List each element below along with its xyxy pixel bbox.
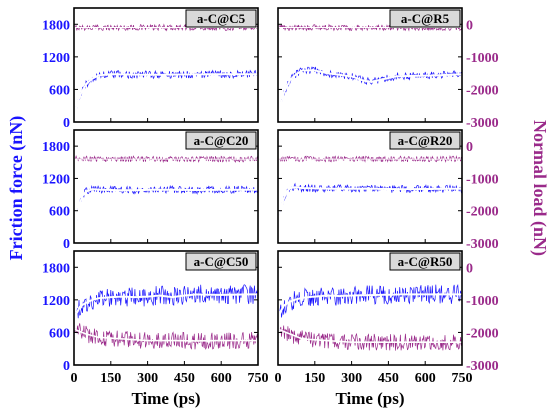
friction-force-series bbox=[278, 283, 462, 322]
right-tick-label: -1000 bbox=[466, 294, 499, 309]
x-tick-label: 600 bbox=[415, 371, 436, 386]
y-axis-label-left: Friction force (nN) bbox=[6, 116, 27, 261]
panel: a-C@R20 bbox=[277, 129, 463, 244]
tick-labels-group: 0 600 1200 1800 0 -1000 -2000 -3000 0 600 1200 1800… bbox=[42, 18, 499, 386]
x-tick-label: 150 bbox=[304, 371, 325, 386]
panel-frame bbox=[277, 250, 463, 366]
left-tick-label: 1200 bbox=[42, 294, 70, 309]
left-tick-label: 600 bbox=[49, 326, 70, 341]
friction-force-mean-line bbox=[278, 69, 462, 122]
plot-area bbox=[74, 284, 258, 350]
right-tick-label: -3000 bbox=[466, 116, 499, 131]
x-tick-label: 600 bbox=[211, 371, 232, 386]
left-tick-label: 0 bbox=[63, 116, 70, 131]
friction-force-mean-line bbox=[74, 188, 258, 243]
panel: a-C@C5 bbox=[73, 7, 259, 123]
friction-force-mean-line bbox=[74, 293, 258, 325]
panel-label-box bbox=[389, 9, 461, 28]
x-tick-label: 450 bbox=[174, 371, 195, 386]
panel-label: a-C@C50 bbox=[194, 254, 249, 269]
left-tick-label: 600 bbox=[49, 83, 70, 98]
panel-label: a-C@C20 bbox=[194, 133, 249, 148]
x-tick-label: 750 bbox=[248, 371, 269, 386]
left-tick-label: 0 bbox=[63, 359, 70, 374]
right-tick-label: -1000 bbox=[466, 172, 499, 187]
panel-label: a-C@R50 bbox=[398, 254, 453, 269]
panel: a-C@R5 bbox=[277, 7, 463, 123]
left-tick-label: 1800 bbox=[42, 18, 70, 33]
normal-load-series bbox=[74, 23, 258, 32]
plot-area bbox=[278, 23, 462, 122]
right-tick-label: -2000 bbox=[466, 83, 499, 98]
panel: a-C@R50 bbox=[277, 250, 463, 366]
right-tick-label: 0 bbox=[466, 140, 473, 155]
left-tick-label: 1200 bbox=[42, 172, 70, 187]
x-tick-label: 300 bbox=[137, 371, 158, 386]
right-tick-label: -3000 bbox=[466, 359, 499, 374]
left-tick-label: 1800 bbox=[42, 140, 70, 155]
right-tick-label: 0 bbox=[466, 261, 473, 276]
left-tick-label: 0 bbox=[63, 237, 70, 252]
normal-load-mean-line bbox=[278, 328, 462, 344]
panel-label-box bbox=[389, 252, 461, 271]
panel-label: a-C@R5 bbox=[401, 11, 450, 26]
right-tick-label: -2000 bbox=[466, 205, 499, 220]
plot-area bbox=[278, 155, 462, 243]
plot-area bbox=[278, 283, 462, 351]
panel-frame bbox=[73, 129, 259, 244]
x-tick-label: 150 bbox=[100, 371, 121, 386]
left-tick-label: 1800 bbox=[42, 261, 70, 276]
normal-load-series bbox=[278, 325, 462, 351]
friction-force-series bbox=[74, 284, 258, 325]
x-tick-label: 750 bbox=[452, 371, 473, 386]
x-tick-label: 0 bbox=[71, 371, 78, 386]
plot-area bbox=[74, 155, 258, 243]
friction-force-series bbox=[74, 184, 258, 243]
panel-label-box bbox=[389, 131, 461, 150]
x-axis-label-left: Time (ps) bbox=[131, 389, 200, 408]
normal-load-series bbox=[74, 323, 258, 350]
x-tick-label: 300 bbox=[341, 371, 362, 386]
left-tick-label: 600 bbox=[49, 205, 70, 220]
right-tick-label: 0 bbox=[466, 18, 473, 33]
panel-label: a-C@C5 bbox=[197, 11, 246, 26]
friction-force-mean-line bbox=[74, 73, 258, 122]
panel-label-box bbox=[185, 9, 257, 28]
x-tick-label: 450 bbox=[378, 371, 399, 386]
friction-force-mean-line bbox=[278, 293, 462, 322]
x-axis-label-right: Time (ps) bbox=[335, 389, 404, 408]
panel-frame bbox=[277, 129, 463, 244]
friction-force-series bbox=[74, 69, 258, 122]
normal-load-mean-line bbox=[74, 328, 258, 342]
panel-frame bbox=[73, 7, 259, 123]
panel-label: a-C@R20 bbox=[398, 133, 453, 148]
panels-group: a-C@C5 a-C@R5 a-C@C20 a-C@R20 a-C@C50 a-C@R50 bbox=[73, 7, 463, 366]
y-axis-label-right: Normal load (nN) bbox=[529, 120, 550, 256]
panel-label-box bbox=[185, 131, 257, 150]
panel-frame bbox=[73, 250, 259, 366]
panel: a-C@C50 bbox=[73, 250, 259, 366]
friction-force-mean-line bbox=[278, 185, 462, 243]
panel: a-C@C20 bbox=[73, 129, 259, 244]
friction-force-series bbox=[278, 182, 462, 243]
x-tick-label: 0 bbox=[275, 371, 282, 386]
right-tick-label: -1000 bbox=[466, 51, 499, 66]
panel-label-box bbox=[185, 252, 257, 271]
plot-area bbox=[74, 23, 258, 122]
right-tick-label: -3000 bbox=[466, 237, 499, 252]
left-tick-label: 1200 bbox=[42, 51, 70, 66]
panel-frame bbox=[277, 7, 463, 123]
right-tick-label: -2000 bbox=[466, 326, 499, 341]
